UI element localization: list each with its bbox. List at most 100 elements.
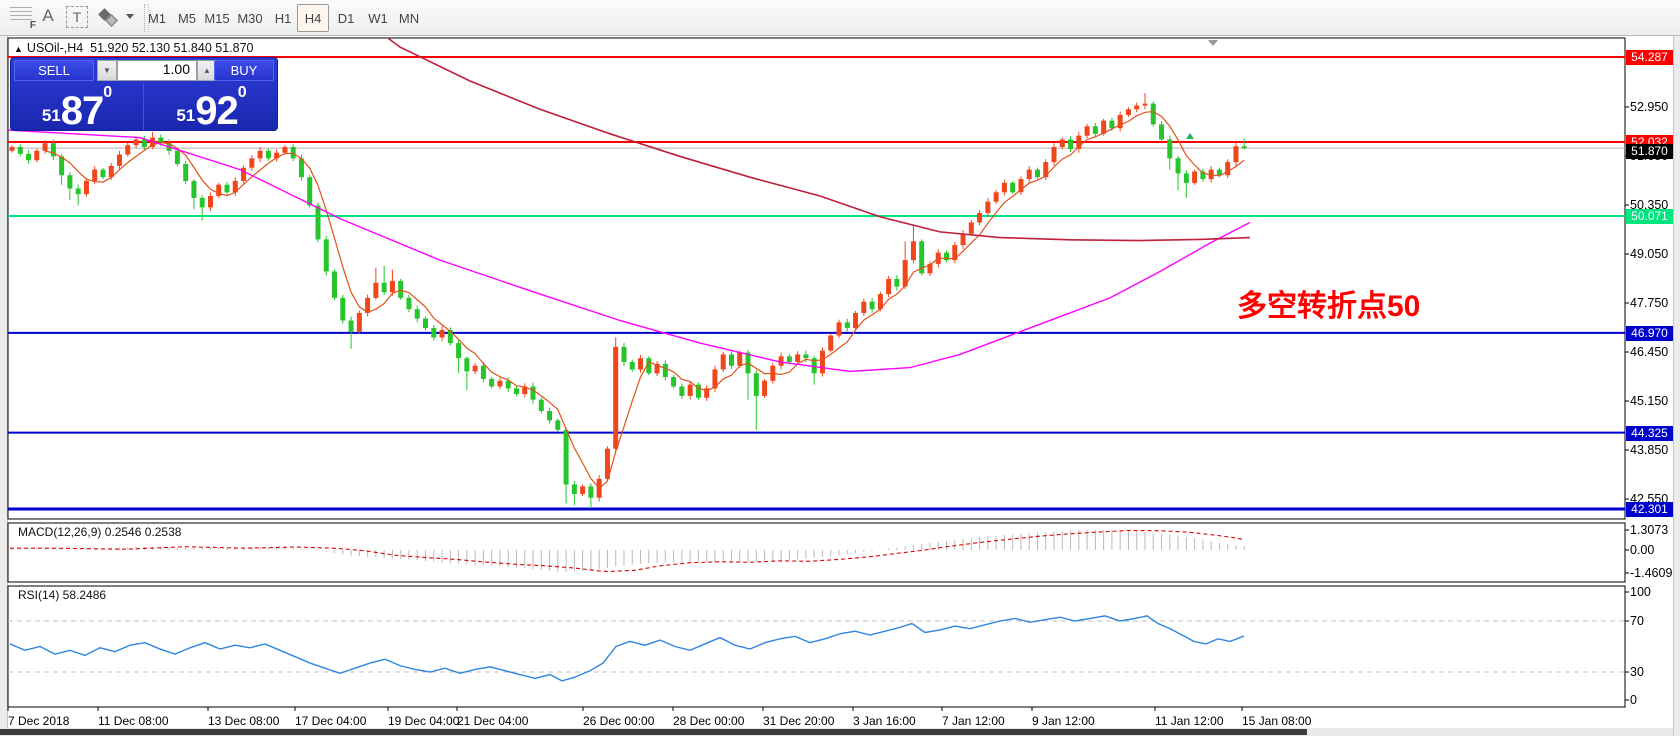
candle-body xyxy=(356,312,362,332)
sell-price-display[interactable]: 51 87 0 xyxy=(11,83,144,130)
candle-body xyxy=(232,180,238,193)
candle-body xyxy=(877,294,883,310)
candle-body xyxy=(1233,146,1239,163)
buy-price-display[interactable]: 51 92 0 xyxy=(145,83,277,131)
timeframe-button-m1[interactable]: M1 xyxy=(147,10,167,26)
candle-body xyxy=(472,365,478,372)
candle-body xyxy=(59,156,65,176)
price-tick-label: 43.850 xyxy=(1630,443,1669,457)
buy-price-big: 92 xyxy=(195,89,238,131)
candle-body xyxy=(613,346,619,449)
candle-body xyxy=(1001,182,1007,193)
candle-body xyxy=(1092,126,1098,134)
candle-body xyxy=(125,145,131,155)
candle-body xyxy=(1142,103,1148,106)
candle-body xyxy=(886,278,892,295)
candle-body xyxy=(513,388,519,395)
candle-body xyxy=(638,358,644,370)
rsi-pane-border xyxy=(7,585,1626,708)
chart-shift-triangle-icon xyxy=(1208,40,1218,46)
collapse-triangle-icon[interactable]: ▲ xyxy=(14,44,23,54)
candle-body xyxy=(853,312,859,329)
horizontal-scrollbar[interactable] xyxy=(0,728,1680,736)
ma-slow-line xyxy=(386,38,1251,242)
symbol-timeframe-label: USOil-,H4 xyxy=(26,41,84,55)
rsi-line xyxy=(9,615,1245,682)
candle-body xyxy=(1018,179,1024,193)
candle-body xyxy=(340,297,346,321)
timeframe-button-h1[interactable]: H1 xyxy=(274,10,292,26)
volume-input[interactable]: 1.00 xyxy=(117,60,197,81)
candle-body xyxy=(910,241,916,261)
candle-body xyxy=(919,241,925,274)
candle-body xyxy=(1192,171,1198,183)
timeframe-button-w1[interactable]: W1 xyxy=(368,10,388,26)
volume-decrease-button[interactable]: ▼ xyxy=(97,60,117,81)
candle-body xyxy=(439,329,445,338)
candle-body xyxy=(456,343,462,359)
time-tick-label: 17 Dec 04:00 xyxy=(295,714,367,728)
time-tick-label: 21 Dec 04:00 xyxy=(457,714,529,728)
candle-body xyxy=(183,163,189,181)
candle-body xyxy=(712,369,718,389)
candle-body xyxy=(662,363,668,378)
buy-button[interactable]: BUY xyxy=(214,60,274,81)
rsi-tick-label: 100 xyxy=(1630,585,1651,599)
rsi-tick-label: 0 xyxy=(1630,693,1637,707)
candle-body xyxy=(828,335,834,351)
candle-body xyxy=(67,175,73,189)
timeframe-button-m15[interactable]: M15 xyxy=(204,10,230,26)
macd-tick-label: 1.3073 xyxy=(1630,523,1669,537)
indicator-list-icon[interactable]: F xyxy=(10,7,36,31)
price-badge: 50.071 xyxy=(1626,209,1673,224)
timeframe-button-m30[interactable]: M30 xyxy=(237,10,263,26)
candle-body xyxy=(588,486,594,498)
time-tick-label: 19 Dec 04:00 xyxy=(388,714,460,728)
time-tick-label: 3 Jan 16:00 xyxy=(853,714,916,728)
indicator-list-glyph: F xyxy=(29,20,36,31)
ma-fast-line xyxy=(44,110,1245,490)
shapes-button[interactable] xyxy=(96,8,136,28)
candle-body xyxy=(1101,120,1107,134)
timeframe-button-mn[interactable]: MN xyxy=(398,10,420,26)
price-tick-label: 46.450 xyxy=(1630,345,1669,359)
candle-body xyxy=(944,252,950,261)
text-box-button[interactable]: T xyxy=(66,6,88,28)
toolbar-separator xyxy=(144,4,149,32)
candle-body xyxy=(464,358,470,372)
chart-canvas[interactable] xyxy=(0,36,1680,736)
time-tick-label: 13 Dec 08:00 xyxy=(208,714,280,728)
candle-body xyxy=(985,201,991,214)
rsi-indicator-label: RSI(14) 58.2486 xyxy=(18,588,107,602)
one-click-trading-panel: SELL ▼ 1.00 ▲ BUY 51 87 0 51 92 0 xyxy=(10,57,278,131)
candle-body xyxy=(141,139,147,148)
candle-body xyxy=(1167,139,1173,159)
candle-body xyxy=(348,320,354,332)
candle-body xyxy=(679,386,685,396)
candle-body xyxy=(795,354,801,362)
candle-body xyxy=(522,386,528,395)
candle-body xyxy=(629,361,635,370)
candle-body xyxy=(902,260,908,287)
macd-signal-line xyxy=(10,529,1243,572)
candle-body xyxy=(1059,139,1065,148)
timeframe-button-m5[interactable]: M5 xyxy=(177,10,197,26)
timeframe-button-d1[interactable]: D1 xyxy=(337,10,355,26)
candle-body xyxy=(654,363,660,374)
text-label-button[interactable]: A xyxy=(42,6,54,25)
candle-body xyxy=(92,169,98,181)
candle-body xyxy=(373,282,379,298)
candle-body xyxy=(199,197,205,208)
candle-body xyxy=(786,356,792,362)
sell-price-small: 51 xyxy=(41,106,61,125)
timeframe-button-h4[interactable]: H4 xyxy=(297,4,329,32)
scrollbar-thumb[interactable] xyxy=(0,729,1307,735)
time-tick-label: 31 Dec 20:00 xyxy=(763,714,835,728)
candle-body xyxy=(332,271,338,298)
candle-body xyxy=(894,278,900,287)
candle-body xyxy=(819,350,825,374)
candle-body xyxy=(42,143,48,151)
time-tick-label: 15 Jan 08:00 xyxy=(1242,714,1312,728)
candle-body xyxy=(75,188,81,195)
sell-button[interactable]: SELL xyxy=(14,60,94,81)
